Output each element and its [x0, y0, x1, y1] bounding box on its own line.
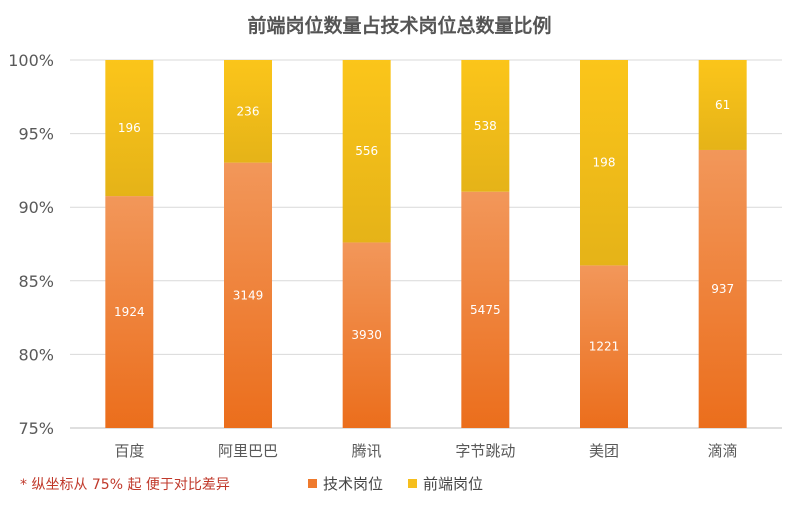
bar-segment-tech	[342, 242, 391, 428]
x-tick-label: 阿里巴巴	[218, 442, 278, 460]
bar-segment-tech	[105, 196, 154, 428]
data-label-frontend: 556	[355, 144, 378, 158]
data-label-frontend: 198	[593, 156, 616, 170]
bar-segment-frontend	[580, 60, 628, 266]
data-label-tech: 1221	[589, 340, 620, 354]
y-tick-label: 100%	[8, 51, 54, 70]
x-axis-ticks: 百度 阿里巴巴 腾讯 字节跳动 美团 滴滴	[114, 442, 737, 460]
y-tick-label: 80%	[18, 345, 54, 364]
data-label-tech: 937	[711, 282, 734, 296]
data-label-frontend: 236	[237, 104, 260, 118]
data-label-tech: 3149	[233, 288, 264, 302]
bar-segment-tech	[580, 265, 628, 428]
bar-segment-tech	[698, 149, 747, 429]
bar-segment-frontend	[224, 60, 272, 163]
y-tick-label: 90%	[18, 198, 54, 217]
bar-segment-frontend	[461, 60, 510, 192]
bar-segment-tech	[224, 162, 272, 428]
data-label-frontend: 196	[118, 121, 141, 135]
x-tick-label: 腾讯	[352, 442, 382, 460]
legend-swatch-frontend	[408, 479, 417, 488]
bar-segment-frontend	[342, 60, 391, 243]
x-tick-label: 滴滴	[708, 442, 738, 460]
x-tick-label: 字节跳动	[455, 442, 515, 460]
y-axis-ticks: 75% 80% 85% 90% 95% 100%	[8, 51, 54, 438]
stacked-bar-chart: 75% 80% 85% 90% 95% 100% 1924 196 3149 236 3930 55…	[8, 51, 782, 460]
legend-label-tech: 技术岗位	[323, 475, 384, 493]
bar-segment-frontend	[105, 60, 154, 197]
bar-segment-tech	[461, 191, 510, 428]
data-label-frontend: 61	[715, 98, 730, 112]
chart-title: 前端岗位数量占技术岗位总数量比例	[247, 15, 552, 37]
data-label-tech: 3930	[351, 328, 382, 342]
legend-item-frontend: 前端岗位	[408, 473, 483, 494]
bar-segment-frontend	[698, 60, 747, 150]
x-tick-label: 百度	[114, 442, 144, 460]
y-tick-label: 75%	[18, 419, 54, 438]
data-label-frontend: 538	[474, 119, 497, 133]
data-label-tech: 1924	[114, 305, 145, 319]
y-tick-label: 85%	[18, 272, 54, 291]
x-tick-label: 美团	[589, 442, 619, 460]
legend-item-tech: 技术岗位	[308, 473, 383, 494]
data-label-tech: 5475	[470, 303, 501, 317]
legend-label-frontend: 前端岗位	[423, 475, 484, 493]
axis-note: * 纵坐标从 75% 起 便于对比差异	[20, 477, 230, 493]
legend-swatch-tech	[308, 479, 317, 488]
gridlines	[70, 59, 782, 429]
legend: * 纵坐标从 75% 起 便于对比差异 技术岗位 前端岗位	[0, 472, 799, 498]
bars: 1924 196 3149 236 3930 556 5475 538 1221 198 937 61	[105, 60, 747, 429]
y-tick-label: 95%	[18, 125, 54, 144]
